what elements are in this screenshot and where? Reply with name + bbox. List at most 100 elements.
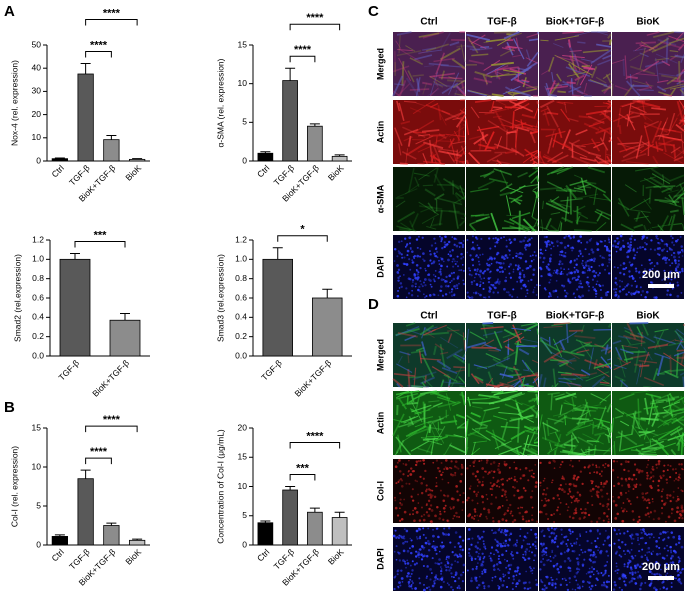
texture	[653, 536, 655, 539]
texture	[666, 496, 669, 499]
texture	[623, 580, 626, 583]
texture	[650, 281, 654, 284]
texture	[401, 431, 417, 443]
texture	[569, 260, 573, 263]
texture	[667, 530, 669, 533]
texture	[440, 572, 442, 575]
texture	[496, 468, 500, 472]
texture	[614, 516, 618, 520]
texture	[437, 562, 441, 566]
texture	[543, 553, 546, 556]
texture	[668, 271, 672, 274]
texture	[574, 484, 578, 488]
texture	[469, 331, 486, 341]
texture	[664, 563, 667, 566]
texture	[458, 516, 461, 519]
texture	[669, 499, 672, 503]
texture	[630, 537, 633, 540]
texture	[634, 571, 637, 574]
texture	[628, 261, 631, 264]
texture	[528, 557, 531, 560]
texture	[618, 285, 621, 288]
texture	[538, 151, 541, 165]
texture	[504, 268, 506, 271]
texture	[508, 539, 511, 542]
texture	[416, 537, 419, 540]
texture	[426, 565, 429, 568]
texture	[652, 368, 659, 381]
texture	[490, 470, 493, 473]
texture	[397, 83, 411, 97]
texture	[634, 554, 637, 557]
texture	[415, 463, 418, 467]
texture	[671, 241, 674, 244]
texture	[527, 479, 530, 482]
texture	[455, 511, 458, 515]
texture	[592, 286, 595, 289]
bar	[311, 297, 343, 357]
texture	[519, 468, 522, 471]
texture	[421, 129, 440, 133]
texture	[418, 167, 438, 181]
error-bar	[285, 486, 296, 491]
texture	[585, 110, 607, 116]
texture	[429, 102, 439, 108]
texture	[512, 557, 515, 560]
texture	[567, 447, 573, 456]
texture	[515, 37, 520, 52]
texture	[596, 368, 610, 378]
texture	[556, 166, 573, 175]
texture	[403, 136, 414, 142]
texture	[643, 125, 651, 147]
texture	[658, 573, 661, 576]
texture	[585, 449, 588, 456]
texture	[422, 331, 449, 336]
texture	[476, 470, 479, 473]
texture	[643, 385, 652, 388]
texture	[553, 338, 565, 346]
texture	[541, 588, 544, 591]
texture	[578, 249, 582, 253]
texture	[656, 269, 659, 272]
texture	[524, 558, 527, 561]
texture	[669, 465, 672, 468]
texture	[396, 514, 400, 517]
texture	[654, 57, 670, 61]
texture	[644, 492, 647, 495]
texture	[661, 512, 664, 515]
texture	[617, 353, 626, 378]
texture	[539, 161, 549, 165]
texture	[598, 532, 602, 536]
texture	[653, 336, 676, 345]
texture	[479, 140, 482, 151]
texture	[551, 481, 553, 484]
texture	[459, 109, 466, 114]
texture	[437, 197, 463, 206]
texture	[556, 494, 560, 497]
texture	[639, 483, 642, 486]
texture	[506, 186, 524, 194]
texture	[575, 219, 597, 224]
texture	[587, 548, 591, 552]
texture	[519, 506, 522, 509]
texture	[604, 268, 607, 271]
texture	[649, 511, 653, 514]
texture	[419, 357, 442, 361]
texture	[550, 513, 553, 517]
texture	[680, 568, 683, 571]
texture	[573, 259, 576, 262]
texture	[549, 293, 552, 296]
texture	[514, 264, 517, 267]
texture	[400, 577, 404, 580]
texture	[578, 115, 592, 119]
texture	[607, 238, 610, 241]
texture	[628, 559, 630, 561]
texture	[418, 134, 431, 137]
texture	[628, 249, 632, 252]
texture	[662, 412, 672, 419]
texture	[590, 482, 593, 485]
texture	[559, 513, 562, 516]
texture	[566, 492, 569, 495]
texture	[627, 563, 630, 566]
texture	[477, 519, 480, 522]
